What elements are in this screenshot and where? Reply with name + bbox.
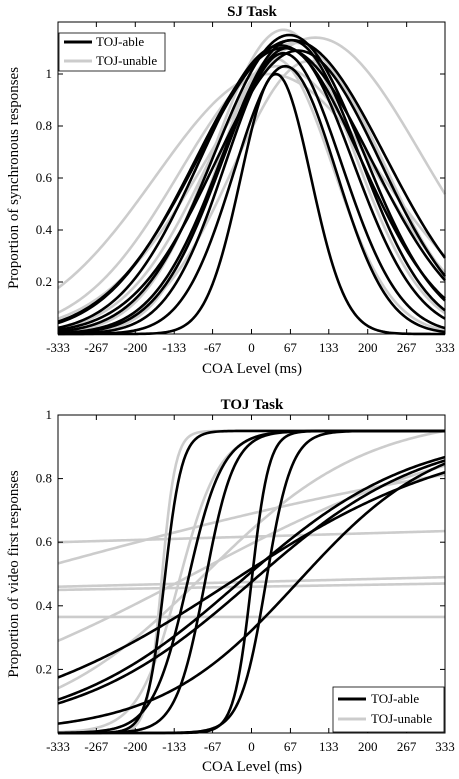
sj-y-ticks: 0.2 0.4 0.6 0.8 1 [36,66,445,289]
sj-x-tick-label: 333 [435,340,455,355]
sj-curve-toj-able-9 [57,38,447,323]
toj-task-panel: TOJ Task -333 -267 -200 -133 -67 0 67 133 200 267… [6,397,455,775]
toj-y-tick-label: 0.6 [36,534,53,549]
sj-x-tick-label: 0 [248,340,255,355]
sj-task-panel: SJ Task -333 -267 -200 -133 -67 0 67 133 200 267 3… [6,4,455,377]
toj-y-tick-label: 0.4 [36,598,53,613]
toj-legend: TOJ-able TOJ-unable [332,686,445,733]
sj-curve-toj-unable-16 [57,72,446,290]
sj-legend-label-toj-able: TOJ-able [96,34,144,49]
toj-x-tick-label: -200 [123,739,147,754]
sj-curve-toj-able-3 [57,46,446,335]
sj-curve-toj-able-7 [57,49,447,332]
sj-x-tick-label: 267 [397,340,417,355]
toj-curve-toj-able-7 [57,459,446,705]
toj-legend-label-toj-able: TOJ-able [371,691,419,706]
sj-x-tick-label: -200 [123,340,147,355]
toj-curve-toj-able-6 [57,471,446,679]
sj-x-tick-label: 200 [358,340,378,355]
toj-x-tick-label: 333 [435,739,455,754]
sj-x-tick-label: 133 [319,340,339,355]
sj-x-tick-label: -333 [46,340,70,355]
sj-curve-toj-able-4 [57,38,446,335]
sj-legend-label-toj-unable: TOJ-unable [96,53,157,68]
sj-y-tick-label: 0.2 [36,274,52,289]
sj-y-axis-label: Proportion of synchronous responses [6,67,22,289]
toj-legend-label-toj-unable: TOJ-unable [371,711,432,726]
toj-y-tick-label: 0.8 [36,471,52,486]
toj-y-ticks: 0.2 0.4 0.6 0.8 1 [36,407,445,676]
toj-x-tick-label: 133 [319,739,339,754]
toj-curve-toj-able-8 [57,462,446,725]
sj-curve-toj-unable-11 [57,28,446,334]
toj-curve-toj-able-5 [57,455,446,701]
sj-legend-box [58,32,166,72]
sj-curve-toj-able-6 [57,44,446,330]
sj-y-tick-label: 0.6 [36,170,53,185]
toj-x-tick-label: 200 [358,739,378,754]
toj-x-tick-label: 267 [397,739,417,754]
sj-x-tick-label: 67 [284,340,298,355]
toj-legend-box [332,686,445,733]
sj-curve-toj-able-5 [57,33,446,333]
toj-curve-toj-unable-11 [57,429,446,690]
toj-x-tick-label: 0 [248,739,255,754]
toj-x-tick-label: -267 [84,739,108,754]
sj-curves [57,28,447,336]
toj-curve-toj-unable-12 [57,464,446,643]
sj-y-tick-label: 0.8 [36,118,52,133]
toj-x-axis-label: COA Level (ms) [202,759,302,775]
sj-chart-title: SJ Task [227,4,277,20]
sj-x-tick-label: -133 [162,340,186,355]
toj-x-ticks: -333 -267 -200 -133 -67 0 67 133 200 267 333 [46,415,455,754]
sj-x-tick-label: -67 [204,340,222,355]
sj-curve-toj-able-1 [57,64,446,336]
sj-x-ticks: -333 -267 -200 -133 -67 0 67 133 200 267 333 [46,22,455,355]
sj-x-axis-label: COA Level (ms) [202,361,302,377]
toj-x-tick-label: -67 [204,739,222,754]
toj-chart-title: TOJ Task [221,397,284,413]
toj-x-tick-label: -333 [46,739,70,754]
sj-x-tick-label: -267 [84,340,108,355]
toj-x-tick-label: 67 [284,739,298,754]
toj-y-axis-label: Proportion of video first responses [6,470,22,678]
toj-x-tick-label: -133 [162,739,186,754]
toj-curve-toj-unable-13 [57,473,446,565]
toj-y-tick-label: 1 [46,407,53,422]
sj-legend: TOJ-able TOJ-unable [58,32,166,72]
sj-y-tick-label: 0.4 [36,222,53,237]
toj-y-tick-label: 0.2 [36,661,52,676]
toj-curve-toj-unable-14 [57,529,446,544]
sj-y-tick-label: 1 [46,66,53,81]
